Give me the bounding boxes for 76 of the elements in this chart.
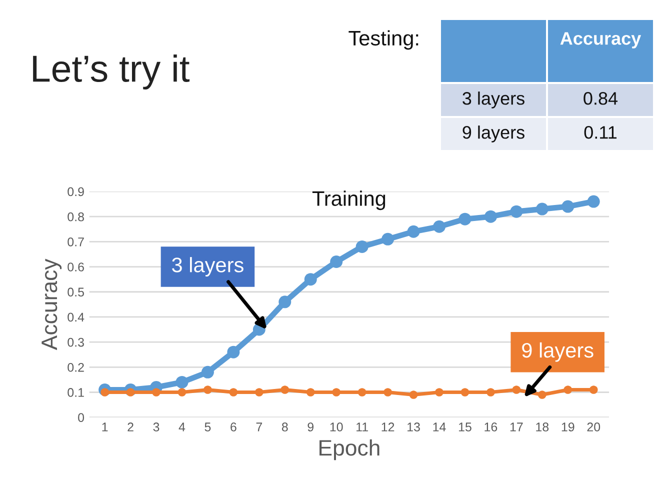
- x-tick-label: 12: [382, 422, 394, 432]
- point: [304, 273, 317, 286]
- text: 3 layers: [462, 92, 524, 108]
- x-tick-label: 6: [230, 422, 236, 432]
- text: Let’s try it: [33, 54, 190, 90]
- point: [176, 376, 188, 388]
- x-axis-title: Epoch: [320, 439, 380, 460]
- point: [178, 388, 186, 396]
- point: [562, 200, 574, 213]
- point: [407, 225, 420, 238]
- point: [306, 388, 315, 396]
- point: [486, 388, 495, 396]
- text: Testing:: [348, 30, 418, 50]
- y-tick-label: 0.4: [68, 312, 84, 322]
- point: [358, 388, 366, 396]
- y-tick-label: 0.2: [68, 362, 84, 372]
- point: [510, 205, 523, 218]
- y-tick-label: 0.1: [68, 388, 84, 397]
- x-tick-label: 9: [308, 422, 314, 432]
- y-axis-title: Accuracy: [42, 258, 62, 350]
- point: [460, 388, 470, 396]
- point: [152, 388, 160, 396]
- x-tick-label: 5: [204, 422, 211, 432]
- point: [254, 388, 264, 396]
- x-tick-label: 19: [562, 422, 574, 432]
- point: [332, 388, 341, 396]
- point: [330, 256, 343, 268]
- x-tick-label: 7: [256, 422, 262, 432]
- point: [538, 390, 546, 399]
- point: [280, 386, 290, 394]
- x-tick-label: 20: [587, 422, 600, 432]
- point: [536, 202, 548, 216]
- x-tick-label: 3: [153, 422, 160, 432]
- point: [484, 210, 497, 223]
- x-tick-label: 13: [408, 422, 420, 432]
- point: [512, 386, 521, 394]
- x-tick-label: 10: [330, 422, 343, 432]
- text: 0.84: [584, 92, 618, 105]
- text: 3 layers: [172, 257, 244, 276]
- y-tick-label: 0.9: [68, 187, 84, 196]
- point: [384, 388, 392, 396]
- point: [458, 212, 472, 226]
- y-tick-label: 0: [78, 413, 84, 422]
- y-tick-label: 0.7: [68, 237, 84, 246]
- point: [435, 388, 444, 396]
- point: [587, 195, 600, 208]
- series-label: 9 layers: [522, 342, 594, 362]
- x-tick-label: 4: [178, 422, 186, 432]
- x-tick-label: 18: [536, 422, 549, 432]
- x-tick-label: 11: [356, 422, 368, 432]
- point: [278, 296, 292, 308]
- text: 0.11: [584, 126, 617, 139]
- x-tick-label: 16: [484, 422, 498, 432]
- x-tick-label: 17: [510, 422, 523, 432]
- point: [204, 386, 212, 394]
- x-tick-label: 14: [433, 422, 446, 432]
- x-tick-label: 15: [458, 422, 472, 432]
- y-tick-label: 0.8: [68, 212, 84, 222]
- point: [201, 366, 214, 378]
- chart-title: Training: [312, 190, 386, 210]
- y-tick-label: 0.3: [68, 338, 84, 347]
- y-tick-label: 0.5: [68, 288, 84, 297]
- x-tick-label: 8: [282, 422, 288, 432]
- x-tick-label: 1: [102, 422, 108, 432]
- y-tick-label: 0.6: [68, 262, 84, 272]
- point: [589, 386, 598, 394]
- x-tick-label: 2: [128, 422, 134, 432]
- point: [409, 390, 418, 399]
- point: [356, 240, 368, 253]
- point: [227, 346, 240, 358]
- text: Accuracy: [560, 32, 642, 48]
- point: [229, 388, 238, 396]
- point: [564, 386, 572, 394]
- point: [382, 232, 394, 246]
- text: 9 layers: [462, 126, 524, 142]
- point: [432, 220, 446, 233]
